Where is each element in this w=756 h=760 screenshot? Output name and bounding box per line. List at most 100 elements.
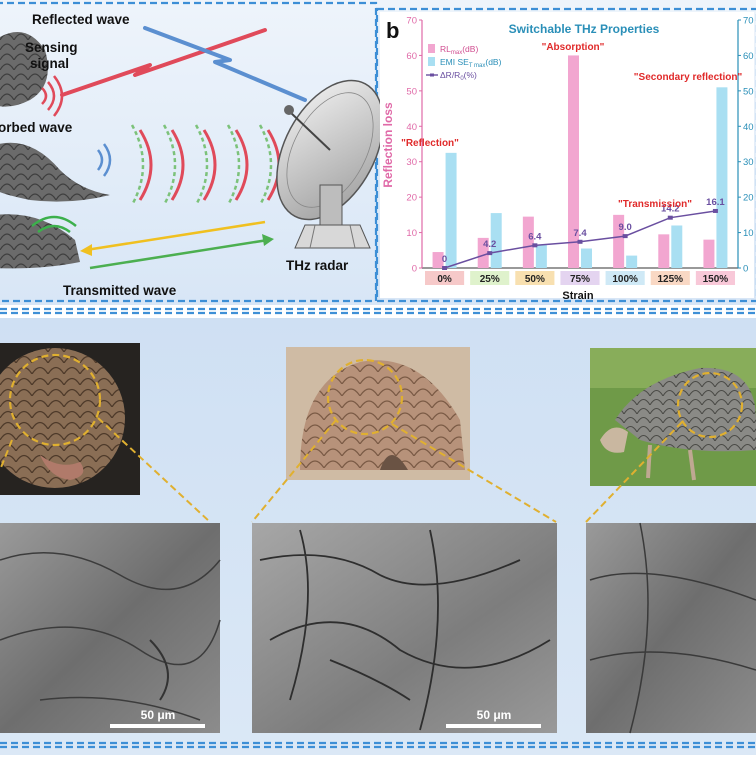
category-band [605, 271, 645, 285]
transmitted-arc-icon [31, 215, 77, 234]
scale-bar-line-1 [110, 724, 205, 728]
red-wave-arc [202, 129, 217, 201]
resistance-point [487, 251, 493, 256]
chart-axes: 0 0 10 10 20 20 30 30 40 40 50 50 60 60 70 70 [406, 16, 753, 275]
sensing-arc-icon [41, 75, 64, 117]
resistance-label: 0 [442, 254, 447, 265]
resistance-label: 4.2 [483, 239, 496, 250]
sample-transmitted [0, 214, 80, 269]
annotation-reflection: "Reflection" [401, 138, 459, 149]
resistance-label: 6.4 [528, 231, 542, 242]
bar-emi [535, 244, 547, 268]
y-tick-label-left: 0 [412, 264, 417, 275]
bar-emi [716, 87, 728, 268]
green-wave-arc [194, 124, 209, 206]
category-band [695, 271, 735, 285]
bar-rl [703, 239, 715, 268]
bar-emi [671, 225, 683, 268]
pangolin-scale-icon [0, 348, 125, 488]
scale-bar-line-2 [446, 724, 541, 728]
absorbed-arc-icon [96, 143, 112, 177]
green-wave-arc [162, 124, 177, 206]
resistance-label: 7.4 [573, 228, 587, 239]
pangolin-scale-icon [615, 367, 756, 452]
legend-swatch-resist-marker [430, 73, 434, 77]
red-wave-arc [170, 129, 185, 201]
category-bands [425, 271, 735, 285]
switchable-thz-chart: b Switchable THz Properties 0 0 10 10 20 20 30… [380, 12, 754, 302]
green-wave-arc [130, 124, 145, 206]
bar-emi [445, 152, 457, 268]
sem-image-2: 50 μm [252, 523, 557, 733]
x-tick-label: 0% [437, 274, 452, 285]
resistance-point [532, 243, 538, 248]
resistance-point [577, 239, 583, 244]
y-tick-label-right: 60 [743, 51, 754, 62]
label-thz-radar: THz radar [286, 258, 349, 273]
x-tick-label: 50% [525, 274, 545, 285]
legend-swatch-rl [428, 44, 435, 53]
bar-emi [490, 213, 502, 268]
resistance-label: 16.1 [706, 197, 725, 208]
category-band [650, 271, 690, 285]
resistance-label: 14.2 [661, 204, 680, 215]
satellite-dish-icon [276, 79, 384, 249]
category-band [515, 271, 555, 285]
reflected-wave-blue [143, 26, 307, 102]
photo-pangolin-standing [286, 347, 470, 480]
resistance-point [622, 234, 628, 239]
thz-radar-schematic: Reflected wave Sensing signal orbed wave… [0, 12, 384, 298]
red-wave-arc [234, 129, 249, 201]
label-sensing-2: signal [30, 56, 69, 71]
x-tick-label: 125% [657, 274, 683, 285]
annotation-secondary-reflection: "Secondary reflection" [634, 72, 743, 83]
green-wave-arc [226, 124, 241, 206]
bar-rl [522, 216, 534, 268]
scale-bar-label-2: 50 μm [477, 708, 512, 722]
arrow-yellow [85, 220, 266, 252]
label-transmitted-wave: Transmitted wave [63, 283, 177, 298]
legend-swatch-emi [428, 57, 435, 66]
reflected-wave-red [60, 28, 267, 97]
y-axis-label: Reflection loss [381, 102, 395, 188]
panel-letter: b [386, 18, 399, 43]
arrow-yellow-head [80, 244, 92, 256]
y-tick-label-left: 50 [406, 86, 417, 97]
red-wave-arc [138, 129, 153, 201]
y-tick-label-right: 10 [743, 228, 754, 239]
y-tick-label-right: 30 [743, 157, 754, 168]
bar-emi [581, 248, 592, 268]
annotation-transmission: "Transmission" [618, 199, 692, 210]
x-tick-label: 25% [480, 274, 500, 285]
sample-sensing [0, 32, 48, 107]
legend-resist: ΔR/R0(%) [440, 70, 477, 82]
y-tick-label-right: 70 [743, 16, 754, 27]
resistance-label: 9.0 [619, 222, 632, 233]
chart-background [380, 12, 754, 298]
resistance-point [667, 215, 673, 220]
bar-emi [626, 255, 638, 268]
resistance-line: 0 4.2 6.4 7.4 9.0 14.2 16.1 [442, 197, 725, 270]
bar-rl [568, 55, 579, 268]
label-sensing-1: Sensing [25, 40, 78, 55]
category-band [560, 271, 600, 285]
x-tick-labels: 0% 25% 50% 75% 100% 125% 150% [437, 274, 728, 285]
y-tick-label-left: 30 [406, 157, 417, 168]
x-axis-label: Strain [562, 290, 593, 302]
y-tick-label-left: 20 [406, 193, 417, 204]
legend-emi: EMI SET max(dB) [440, 57, 502, 69]
resistance-point [712, 208, 718, 213]
x-tick-label: 150% [703, 274, 729, 285]
y-tick-label-right: 50 [743, 86, 754, 97]
photo-pangolin-grass [590, 348, 756, 486]
y-tick-label-right: 20 [743, 193, 754, 204]
category-band [425, 271, 465, 285]
scale-bar-label-1: 50 μm [141, 708, 176, 722]
bar-rl [477, 237, 489, 268]
sem-image-1: 50 μm [0, 523, 221, 733]
label-reflected-wave: Reflected wave [32, 12, 130, 27]
pangolin-photos: 50 μm 50 μm [0, 343, 756, 734]
bar-rl [432, 252, 444, 268]
